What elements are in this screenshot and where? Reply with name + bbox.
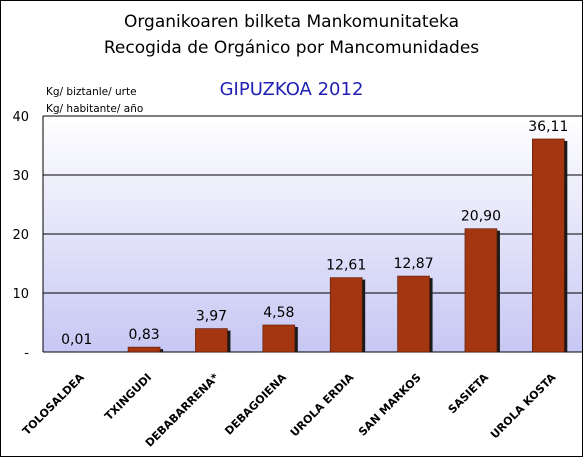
data-label: 12,87 (394, 256, 434, 272)
data-label: 0,01 (61, 332, 92, 348)
y-tick-label-30: 30 (12, 169, 29, 184)
x-tick-label: TXINGUDI (102, 371, 154, 423)
bar-debagoiena (262, 324, 296, 353)
y-tick-label-20: 20 (12, 228, 29, 243)
bar-sasieta (464, 228, 498, 353)
x-tick-label: DEBABARRENA* (143, 371, 222, 450)
bar-san-markos (397, 275, 430, 353)
bar-txingudi (127, 346, 161, 353)
chart-region-year: GIPUZKOA 2012 (219, 79, 364, 100)
bar-debabarrena- (195, 328, 228, 353)
bar-urola-erdia (329, 277, 363, 353)
y-axis-unit-spanish: Kg/ habitante/ año (46, 103, 144, 115)
chart-subtitle: Recogida de Orgánico por Mancomunidades (103, 38, 480, 58)
x-tick-label: DEBAGOIENA (222, 371, 289, 438)
x-tick-label: TOLOSALDEA (20, 371, 87, 438)
chart-title: Organikoaren bilketa Mankomunitateka (123, 12, 459, 32)
x-tick-label: SASIETA (446, 371, 492, 417)
data-label: 0,83 (128, 327, 159, 343)
x-tick-label: SAN MARKOS (356, 371, 424, 439)
y-tick-label-0: - (24, 346, 29, 361)
data-label: 3,97 (196, 309, 227, 325)
y-tick-label-10: 10 (12, 287, 29, 302)
y-tick-label-40: 40 (12, 110, 29, 125)
x-tick-label: UROLA ERDIA (288, 371, 357, 440)
data-label: 36,11 (528, 119, 568, 135)
y-axis-unit-basque: Kg/ biztanle/ urte (46, 86, 137, 98)
data-label: 20,90 (461, 209, 501, 225)
data-label: 12,61 (326, 258, 366, 274)
x-tick-label: UROLA KOSTA (488, 371, 559, 442)
data-label: 4,58 (263, 305, 294, 321)
bar-urola-kosta (532, 138, 565, 353)
